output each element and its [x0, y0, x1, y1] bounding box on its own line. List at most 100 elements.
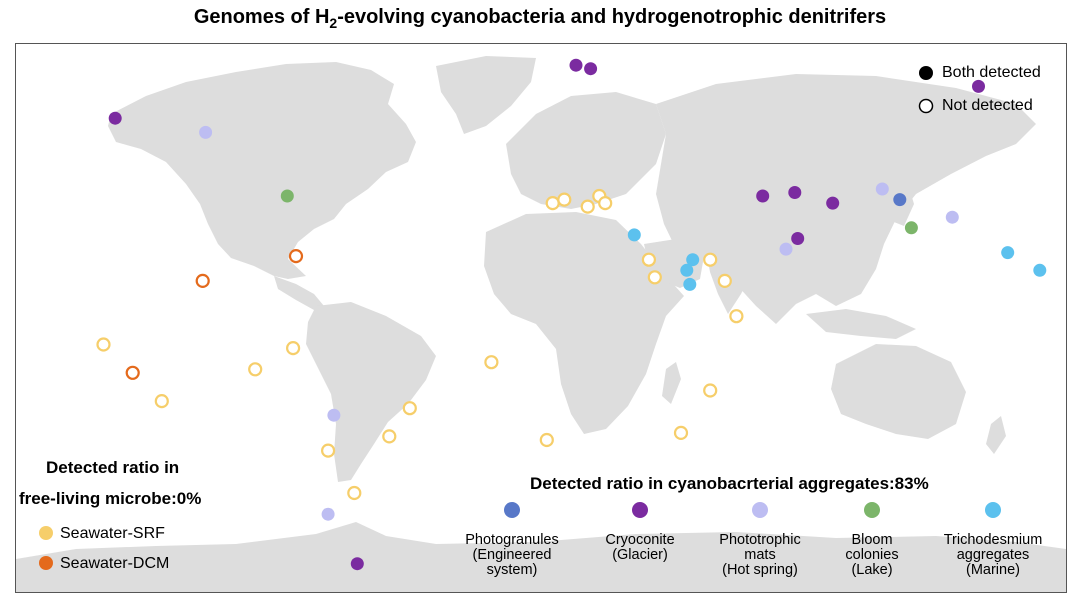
site-marker-phototrophic-mats	[327, 408, 341, 422]
cryoconite-label-line1: Cryoconite	[605, 532, 675, 548]
site-marker-seawater-srf	[539, 432, 554, 448]
site-marker-cryoconite	[791, 232, 805, 245]
site-marker-phototrophic-mats	[945, 210, 959, 224]
site-marker-seawater-srf	[402, 401, 417, 416]
madagascar-landmass	[662, 362, 681, 404]
photogranules-label-line2: (Engineered	[472, 547, 552, 563]
trichodesmium-label-line1: Trichodesmium	[943, 532, 1043, 548]
antarctica-landmass	[16, 522, 1066, 592]
site-marker-trichodesmium-aggregates	[686, 253, 700, 267]
title-text-post: -evolving cyanobacteria and hydrogenotro…	[337, 6, 887, 28]
site-marker-seawater-srf	[557, 192, 572, 207]
site-marker-seawater-srf	[598, 196, 613, 211]
site-marker-phototrophic-mats	[779, 242, 793, 256]
site-marker-cryoconite	[584, 62, 598, 76]
free-living-markers	[39, 526, 53, 570]
site-marker-bloom-colonies	[904, 221, 918, 235]
cryoconite-label: Cryoconite (Glacier)	[570, 533, 710, 563]
site-marker-seawater-srf	[647, 270, 662, 285]
not-detected-marker	[918, 98, 934, 114]
site-marker-seawater-dcm	[125, 365, 140, 380]
title-subscript: 2	[329, 15, 338, 31]
site-marker-seawater-srf	[545, 196, 560, 211]
site-marker-bloom-colonies	[280, 189, 294, 203]
photogranules-label: Photogranules (Engineered system)	[442, 533, 582, 578]
site-marker-seawater-srf	[286, 341, 301, 356]
trichodesmium-marker	[985, 502, 1001, 518]
site-marker-seawater-srf	[347, 485, 362, 501]
site-marker-cryoconite	[569, 58, 583, 72]
bloom-colonies-label-line3: (Lake)	[851, 562, 893, 578]
site-marker-seawater-srf	[580, 199, 595, 214]
map-frame: Both detected Not detected Detected rati…	[15, 43, 1067, 593]
bloom-colonies-marker	[864, 502, 880, 518]
phototrophic-mats-label-line2: mats	[744, 547, 776, 563]
greenland-landmass	[436, 56, 536, 134]
chart-title: Genomes of H2-evolving cyanobacteria and…	[0, 6, 1080, 31]
site-marker-seawater-srf	[673, 425, 689, 440]
trichodesmium-label-line3: (Marine)	[966, 562, 1020, 578]
site-marker-phototrophic-mats	[875, 182, 889, 196]
site-marker-seawater-srf	[703, 383, 718, 398]
africa-landmass	[484, 212, 684, 434]
site-marker-seawater-dcm	[195, 273, 210, 288]
site-marker-cryoconite	[826, 196, 840, 210]
site-marker-cryoconite	[756, 189, 770, 203]
site-marker-trichodesmium-aggregates	[627, 228, 641, 242]
cryoconite-marker	[632, 502, 648, 518]
both-detected-marker	[919, 66, 933, 80]
site-marker-seawater-srf	[641, 252, 657, 267]
free-living-heading-line1: Detected ratio in	[46, 458, 180, 477]
site-marker-phototrophic-mats	[199, 125, 213, 139]
south-america-landmass	[306, 302, 436, 482]
trichodesmium-label: Trichodesmium aggregates (Marine)	[923, 533, 1063, 578]
phototrophic-mats-marker	[752, 502, 768, 518]
seawater-srf-marker	[39, 526, 53, 540]
land-layer	[16, 56, 1066, 592]
not-detected-label: Not detected	[942, 97, 1033, 114]
site-marker-seawater-srf	[717, 273, 732, 288]
new-zealand-landmass	[986, 416, 1006, 454]
trichodesmium-label-line2: aggregates	[956, 547, 1030, 563]
title-text-pre: Genomes of H	[193, 6, 330, 28]
cryoconite-label-line2: (Glacier)	[612, 547, 668, 563]
site-marker-trichodesmium-aggregates	[1033, 263, 1047, 277]
photogranules-label-line1: Photogranules	[465, 532, 559, 548]
site-marker-seawater-srf	[729, 309, 744, 324]
site-marker-seawater-srf	[248, 362, 263, 377]
central-america-landmass	[274, 276, 324, 310]
north-america-landmass	[108, 62, 416, 279]
site-marker-cryoconite	[788, 186, 802, 199]
photogranules-marker	[504, 502, 520, 518]
site-marker-trichodesmium-aggregates	[683, 277, 697, 291]
site-marker-trichodesmium-aggregates	[680, 263, 694, 277]
site-marker-seawater-dcm	[288, 249, 304, 264]
seawater-srf-label: Seawater-SRF	[60, 525, 165, 542]
australia-landmass	[831, 344, 966, 439]
site-marker-seawater-srf	[96, 337, 111, 352]
bloom-colonies-label-line2: colonies	[845, 547, 899, 563]
site-marker-cryoconite	[108, 111, 122, 125]
photogranules-label-line3: system)	[486, 562, 538, 578]
site-marker-seawater-srf	[703, 252, 718, 267]
aggregates-heading: Detected ratio in cyanobacrterial aggreg…	[530, 474, 929, 493]
world-map	[16, 56, 1066, 592]
both-detected-label: Both detected	[942, 64, 1041, 81]
free-living-heading-line2: free-living microbe:0%	[19, 489, 202, 508]
southeast-asia-islands	[806, 309, 916, 339]
phototrophic-mats-label: Phototrophic mats (Hot spring)	[690, 533, 830, 578]
phototrophic-mats-label-line1: Phototrophic	[719, 532, 801, 548]
site-marker-phototrophic-mats	[321, 507, 335, 521]
site-marker-seawater-srf	[484, 355, 499, 370]
europe-landmass	[506, 92, 666, 209]
fill-legend-markers	[918, 66, 934, 114]
aggregates-markers	[504, 502, 1001, 518]
site-marker-trichodesmium-aggregates	[1001, 246, 1015, 260]
site-marker-cryoconite	[350, 557, 364, 571]
site-marker-cryoconite	[972, 79, 985, 93]
site-marker-seawater-srf	[321, 443, 336, 458]
bloom-colonies-label: Bloom colonies (Lake)	[802, 533, 942, 578]
site-marker-photogranules	[893, 193, 907, 207]
phototrophic-mats-label-line3: (Hot spring)	[722, 562, 798, 578]
bloom-colonies-label-line1: Bloom	[851, 532, 893, 548]
